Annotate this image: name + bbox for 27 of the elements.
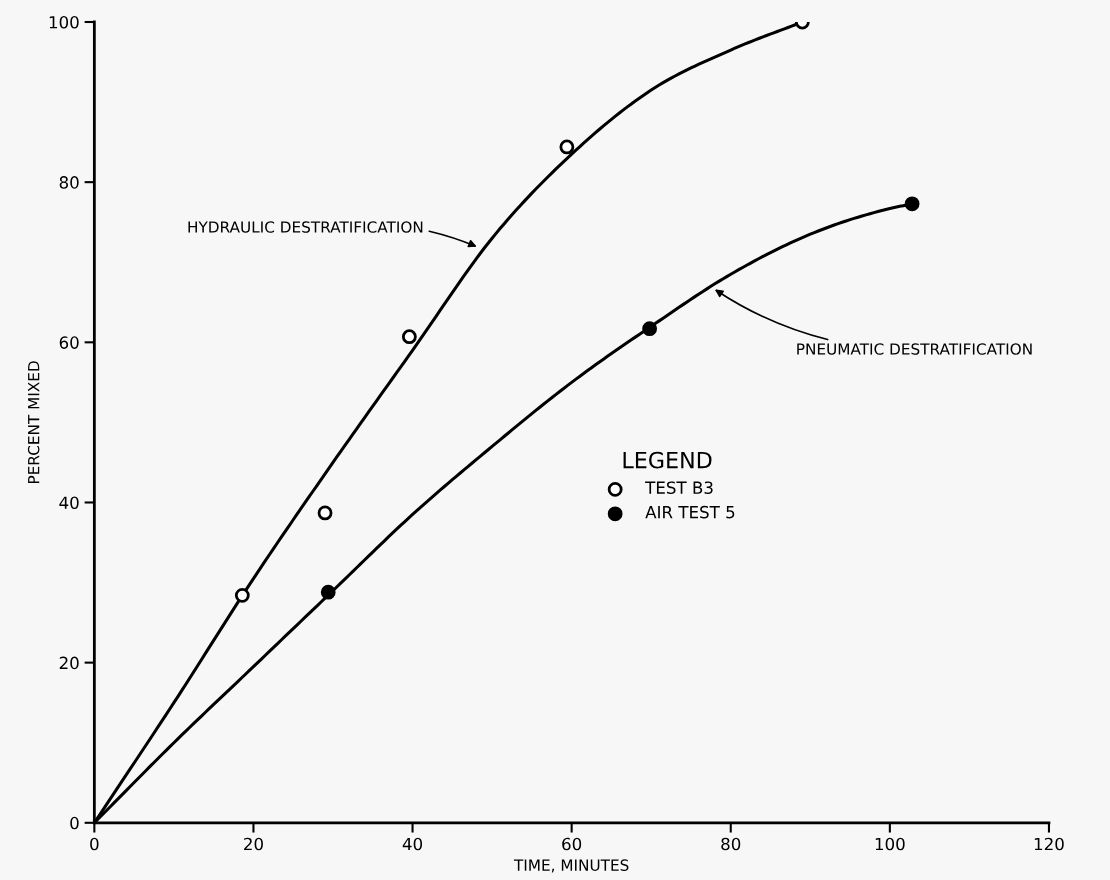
legend-title: LEGEND bbox=[623, 451, 712, 469]
x-tick-label: 20 bbox=[244, 837, 263, 851]
point bbox=[559, 139, 575, 155]
point bbox=[317, 505, 333, 521]
x-tick-label: 120 bbox=[1034, 837, 1064, 851]
x-tick-label: 60 bbox=[562, 837, 582, 851]
x-tick-label: 0 bbox=[90, 837, 99, 851]
y-tick-label: 100 bbox=[49, 15, 79, 29]
y-axis-title: PERCENT MIXED bbox=[27, 361, 40, 484]
point bbox=[320, 584, 336, 600]
x-tick-label: 40 bbox=[402, 837, 423, 851]
legend-label: TEST B3 bbox=[645, 481, 713, 494]
y-tick-label: 20 bbox=[59, 656, 79, 670]
point bbox=[234, 587, 250, 603]
point bbox=[642, 321, 658, 337]
x-tick-label: 80 bbox=[721, 837, 741, 851]
annotation: HYDRAULIC DESTRATIFICATION bbox=[188, 221, 423, 233]
x-axis-title: TIME, MINUTES bbox=[513, 859, 629, 873]
y-tick-label: 80 bbox=[59, 176, 79, 189]
annotation: PNEUMATIC DESTRATIFICATION bbox=[797, 343, 1032, 355]
point bbox=[401, 329, 417, 345]
point bbox=[904, 196, 920, 212]
legend-label: AIR TEST 5 bbox=[645, 505, 735, 519]
y-tick-label: 0 bbox=[70, 816, 79, 830]
y-tick-label: 60 bbox=[59, 336, 79, 349]
x-tick-label: 100 bbox=[875, 837, 905, 851]
y-tick-label: 40 bbox=[59, 496, 79, 510]
